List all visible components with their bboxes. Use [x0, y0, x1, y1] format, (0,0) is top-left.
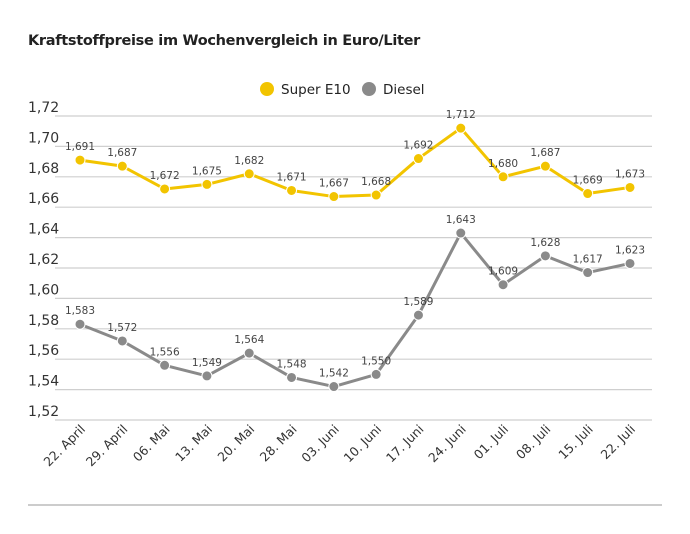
data-point — [497, 171, 509, 183]
data-point — [624, 181, 636, 193]
data-point — [370, 368, 382, 380]
data-label: 1,550 — [361, 355, 391, 367]
y-tick-label: 1,66 — [28, 191, 59, 207]
data-point — [624, 257, 636, 269]
data-label: 1,556 — [150, 346, 180, 358]
data-label: 1,668 — [361, 176, 391, 188]
data-label: 1,687 — [530, 147, 560, 159]
data-point — [201, 178, 213, 190]
x-tick-label: 15. Juli — [555, 422, 596, 463]
data-label: 1,692 — [403, 140, 433, 152]
x-tick-label: 22. Juli — [598, 422, 639, 463]
x-tick-label: 10. Juni — [341, 422, 385, 466]
data-label: 1,687 — [107, 147, 137, 159]
series-line-super-e10 — [79, 126, 631, 199]
data-point — [116, 160, 128, 172]
x-tick-label: 20. Mai — [214, 422, 257, 465]
x-tick-label: 01. Juli — [471, 422, 512, 463]
data-point — [582, 267, 594, 279]
data-label: 1,672 — [150, 170, 180, 182]
data-label: 1,669 — [573, 175, 603, 187]
y-tick-label: 1,72 — [28, 100, 59, 116]
x-tick-label: 13. Mai — [172, 422, 215, 465]
x-tick-label: 08. Juli — [513, 422, 554, 463]
data-point — [159, 183, 171, 195]
data-label: 1,564 — [234, 334, 264, 346]
y-tick-label: 1,54 — [28, 374, 59, 390]
legend-marker-0 — [260, 82, 274, 96]
data-label: 1,682 — [234, 155, 264, 167]
x-tick-label: 29. April — [83, 422, 131, 470]
data-point — [539, 250, 551, 262]
data-label: 1,667 — [319, 178, 349, 190]
data-label: 1,680 — [488, 158, 518, 170]
data-point — [539, 160, 551, 172]
data-point — [412, 153, 424, 165]
data-label: 1,583 — [65, 305, 95, 317]
x-tick-label: 28. Mai — [257, 422, 300, 465]
data-label: 1,572 — [107, 322, 137, 334]
y-tick-label: 1,68 — [28, 161, 59, 177]
data-label: 1,628 — [530, 237, 560, 249]
x-tick-label: 03. Juni — [298, 422, 342, 466]
y-tick-label: 1,60 — [28, 282, 59, 298]
data-label: 1,673 — [615, 168, 645, 180]
data-point — [455, 122, 467, 134]
data-point — [286, 371, 298, 383]
data-point — [116, 335, 128, 347]
legend-label: Super E10 — [281, 82, 351, 98]
data-point — [328, 381, 340, 393]
chart-title: Kraftstoffpreise im Wochenvergleich in E… — [28, 33, 421, 49]
y-tick-label: 1,56 — [28, 343, 59, 359]
y-tick-label: 1,52 — [28, 404, 59, 420]
data-point — [74, 154, 86, 166]
data-label: 1,712 — [446, 109, 476, 121]
data-label: 1,609 — [488, 266, 518, 278]
y-tick-label: 1,58 — [28, 313, 59, 329]
data-label: 1,549 — [192, 357, 222, 369]
data-point — [201, 370, 213, 382]
data-point — [243, 168, 255, 180]
data-point — [74, 318, 86, 330]
data-label: 1,542 — [319, 368, 349, 380]
data-point — [582, 188, 594, 200]
x-tick-label: 22. April — [40, 422, 88, 470]
data-label: 1,623 — [615, 244, 645, 256]
data-point — [497, 279, 509, 291]
x-tick-label: 24. Juni — [425, 422, 469, 466]
y-tick-label: 1,70 — [28, 130, 59, 146]
data-point — [412, 309, 424, 321]
x-tick-label: 17. Juni — [383, 422, 427, 466]
legend-marker-1 — [362, 82, 376, 96]
y-tick-label: 1,62 — [28, 252, 59, 268]
data-label: 1,589 — [403, 296, 433, 308]
data-point — [455, 227, 467, 239]
data-point — [286, 184, 298, 196]
data-point — [243, 347, 255, 359]
x-tick-label: 06. Mai — [130, 422, 173, 465]
data-label: 1,671 — [277, 171, 307, 183]
data-label: 1,617 — [573, 254, 603, 266]
data-point — [370, 189, 382, 201]
data-label: 1,548 — [277, 358, 307, 370]
data-label: 1,675 — [192, 165, 222, 177]
y-tick-label: 1,64 — [28, 222, 59, 238]
data-label: 1,643 — [446, 214, 476, 226]
data-point — [159, 359, 171, 371]
series-line-diesel — [79, 231, 631, 389]
data-point — [328, 191, 340, 203]
legend-label: Diesel — [383, 82, 425, 98]
data-label: 1,691 — [65, 141, 95, 153]
